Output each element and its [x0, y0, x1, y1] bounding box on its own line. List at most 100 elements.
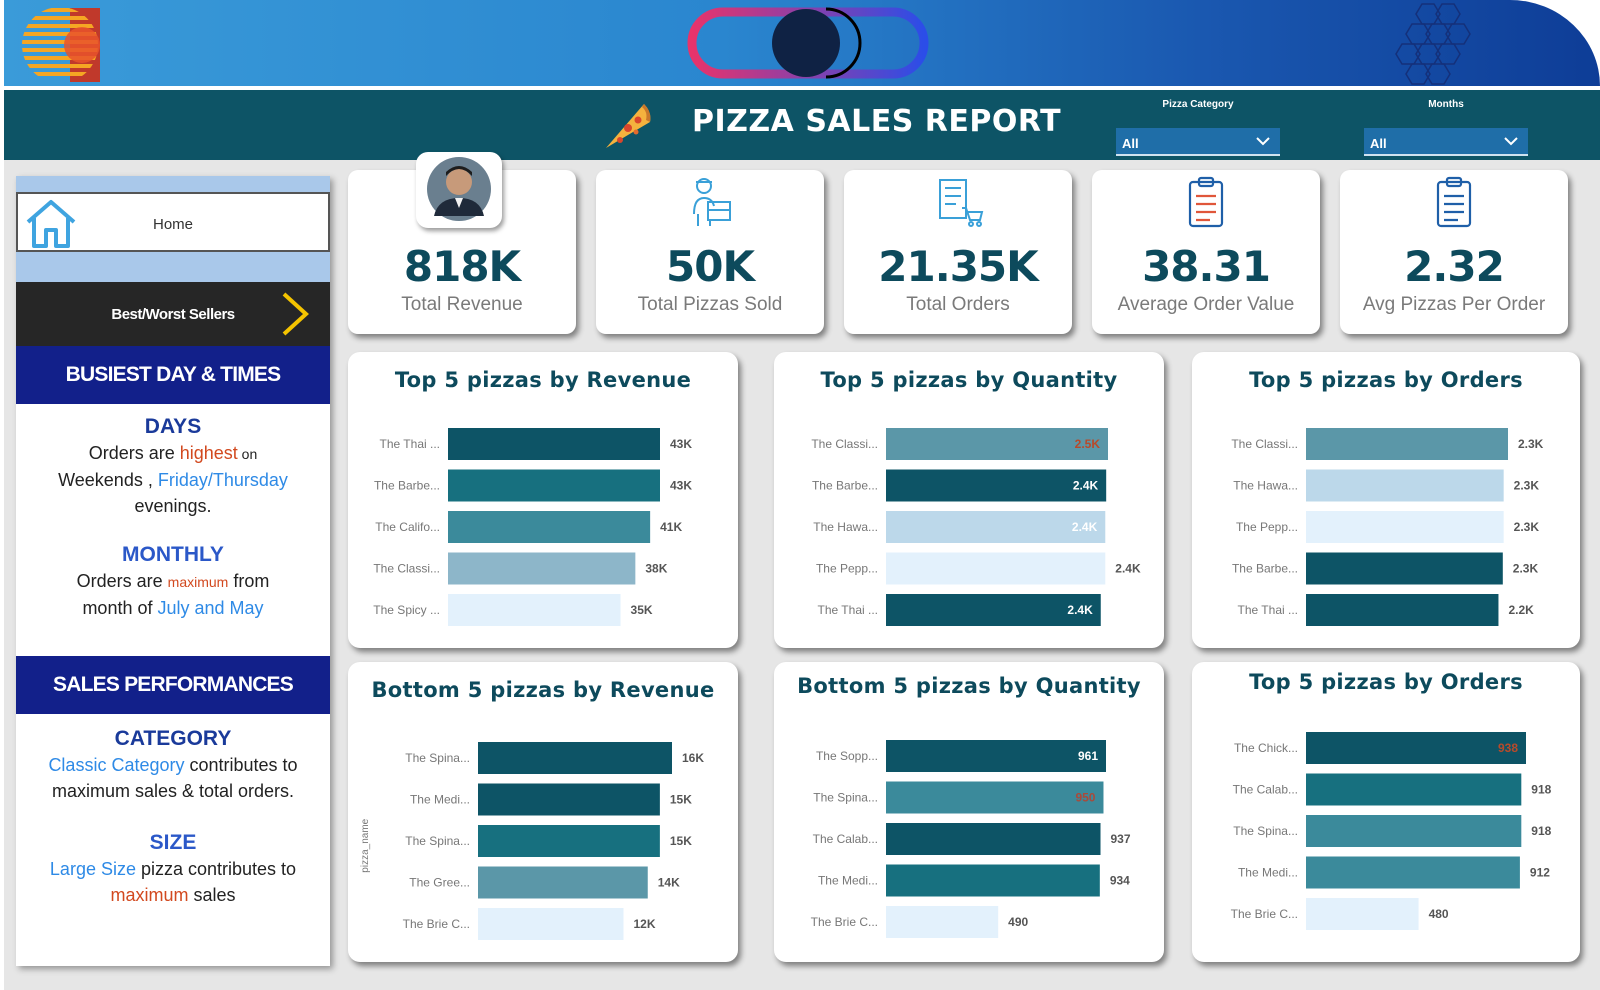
bar-chart-svg: The Spina... 16K The Medi... 15K The Spina..…: [360, 742, 704, 940]
data-label: 2.4K: [1067, 603, 1093, 617]
insights-sidebar: Home Best/Worst Sellers BUSIEST DAY & TI…: [16, 176, 330, 966]
bar[interactable]: [1306, 773, 1522, 806]
category-label: The Spicy ...: [373, 603, 440, 617]
bar[interactable]: [1306, 856, 1520, 889]
category-label: The Spina...: [1233, 824, 1298, 838]
category-label: The Brie C...: [811, 915, 878, 929]
text: Classic Category: [48, 755, 185, 775]
category-label: The Barbe...: [1232, 562, 1298, 576]
kpi-label: Total Pizzas Sold: [637, 294, 783, 315]
category-label: The Medi...: [1238, 866, 1298, 880]
bar[interactable]: [1306, 511, 1504, 543]
data-label: 937: [1111, 832, 1131, 846]
category-label: The Calab...: [1233, 783, 1298, 797]
bar[interactable]: [1306, 815, 1522, 847]
chart-bottom5-revenue: Bottom 5 pizzas by Revenue The Spina... 1…: [348, 662, 738, 962]
best-worst-label: Best/Worst Sellers: [111, 306, 235, 323]
category-label: The Spina...: [405, 834, 470, 848]
category-label: The Chick...: [1234, 741, 1298, 755]
data-label: 15K: [670, 793, 692, 807]
bar[interactable]: [478, 908, 624, 940]
report-canvas: PIZZA SALES REPORT Pizza Category All Mo…: [4, 90, 1600, 990]
home-icon: [26, 200, 76, 248]
chart-title: Top 5 pizzas by Quantity: [820, 368, 1118, 392]
text: Weekends ,: [58, 470, 158, 490]
home-button[interactable]: Home: [16, 192, 330, 252]
bar[interactable]: [448, 469, 660, 502]
bar[interactable]: [1306, 428, 1508, 460]
category-label: The Medi...: [818, 874, 878, 888]
data-label: 38K: [645, 562, 667, 576]
category-label: The Barbe...: [374, 479, 440, 493]
text: on: [237, 446, 258, 462]
best-worst-sellers-button[interactable]: Best/Worst Sellers: [16, 282, 330, 346]
text: Orders are: [88, 443, 180, 463]
bar[interactable]: [886, 864, 1100, 897]
category-label: The Medi...: [410, 793, 470, 807]
bar[interactable]: [478, 783, 660, 816]
data-label: 2.3K: [1513, 562, 1539, 576]
data-label: 15K: [670, 834, 692, 848]
days-insight: DAYS Orders are highest on Weekends , Fr…: [16, 414, 330, 519]
pizza-category-slicer[interactable]: Pizza Category All: [1116, 96, 1280, 156]
data-label: 938: [1498, 741, 1518, 755]
bar[interactable]: [1306, 594, 1499, 626]
slicer-value: All: [1370, 136, 1387, 151]
bar[interactable]: [886, 740, 1106, 772]
text: from: [228, 571, 270, 591]
bar[interactable]: [886, 823, 1101, 855]
data-label: 490: [1008, 915, 1028, 929]
chart-title: Bottom 5 pizzas by Revenue: [371, 678, 715, 702]
bar[interactable]: [886, 428, 1108, 460]
chevron-down-icon: [1256, 137, 1270, 146]
pizza-category-dropdown[interactable]: All: [1116, 128, 1280, 156]
chevron-down-icon: [1504, 137, 1518, 146]
data-label: 2.3K: [1514, 520, 1540, 534]
category-label: The Classi...: [1231, 437, 1298, 451]
bar[interactable]: [478, 866, 648, 899]
home-label: Home: [152, 216, 193, 233]
bar[interactable]: [1306, 552, 1503, 585]
theme-toggle-switch[interactable]: [686, 6, 930, 80]
bar[interactable]: [448, 511, 651, 543]
bar[interactable]: [886, 906, 999, 938]
months-slicer[interactable]: Months All: [1364, 96, 1528, 156]
chart-title: Top 5 pizzas by Orders: [1249, 368, 1523, 392]
bar[interactable]: [886, 469, 1107, 502]
category-label: The Classi...: [373, 562, 440, 576]
data-label: 918: [1531, 783, 1551, 797]
text: Large Size: [49, 859, 136, 879]
clipboard-icon: [1436, 176, 1472, 228]
bar[interactable]: [478, 742, 672, 774]
avatar: [416, 152, 502, 228]
category-heading: CATEGORY: [114, 727, 232, 750]
bar[interactable]: [1306, 898, 1419, 930]
bar[interactable]: [448, 594, 621, 626]
bar[interactable]: [886, 781, 1104, 814]
bar[interactable]: [886, 594, 1101, 626]
kpi-card-total-pizzas-sold: 50K Total Pizzas Sold: [596, 170, 824, 334]
kpi-card-avg-pizzas-per-order: 2.32 Avg Pizzas Per Order: [1340, 170, 1568, 334]
data-label: 35K: [631, 603, 653, 617]
bar[interactable]: [886, 552, 1106, 585]
text: maximum: [110, 885, 189, 905]
bar[interactable]: [886, 511, 1106, 543]
category-label: The Sopp...: [816, 749, 878, 763]
text: month of: [82, 598, 158, 618]
kpi-value: 21.35K: [878, 242, 1038, 291]
text: pizza contributes to: [135, 859, 297, 879]
nav-strip: [16, 176, 330, 192]
sales-performance-heading: SALES PERFORMANCES: [16, 656, 330, 714]
bar[interactable]: [448, 428, 660, 460]
bar[interactable]: [448, 552, 636, 585]
bar[interactable]: [1306, 469, 1504, 502]
months-dropdown[interactable]: All: [1364, 128, 1528, 156]
data-label: 480: [1429, 907, 1449, 921]
bar[interactable]: [1306, 732, 1526, 764]
bar-chart-svg: The Classi... 2.5K The Barbe... 2.4K The Haw…: [811, 428, 1141, 626]
category-label: The Calab...: [813, 832, 878, 846]
nav-strip: [16, 252, 330, 282]
kpi-value: 38.31: [1142, 242, 1271, 291]
bar[interactable]: [478, 825, 660, 857]
category-label: The Thai ...: [818, 603, 878, 617]
